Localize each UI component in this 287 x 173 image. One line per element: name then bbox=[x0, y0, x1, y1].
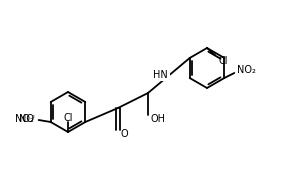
Text: HN: HN bbox=[154, 70, 168, 80]
Text: ₂: ₂ bbox=[31, 113, 34, 119]
Text: O: O bbox=[120, 129, 128, 139]
Text: NO₂: NO₂ bbox=[15, 114, 34, 124]
Text: NO: NO bbox=[19, 114, 34, 124]
Text: NO₂: NO₂ bbox=[237, 65, 256, 75]
Text: OH: OH bbox=[150, 114, 166, 124]
Text: Cl: Cl bbox=[218, 56, 228, 66]
Text: Cl: Cl bbox=[63, 113, 73, 123]
